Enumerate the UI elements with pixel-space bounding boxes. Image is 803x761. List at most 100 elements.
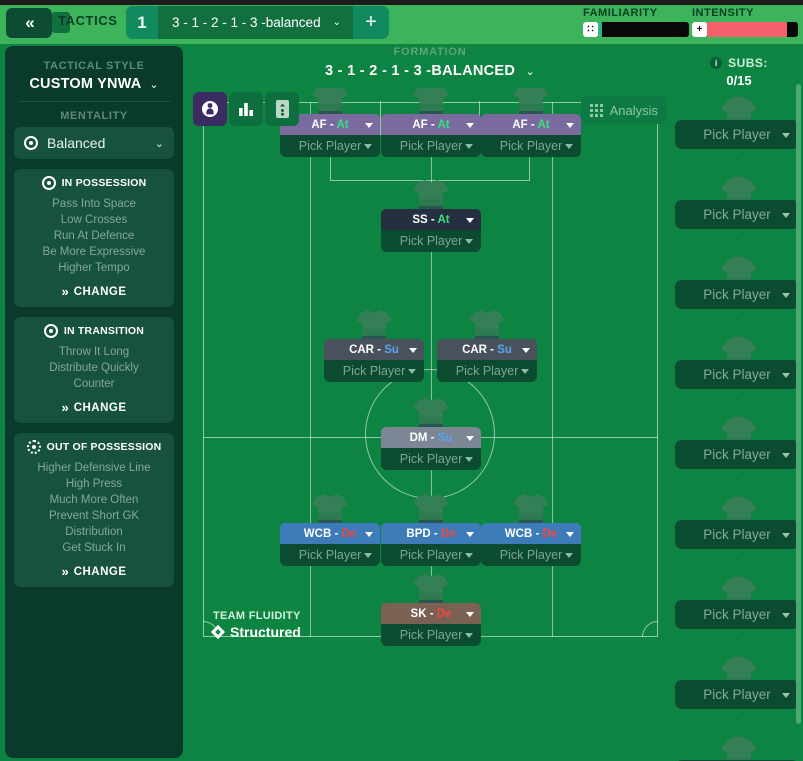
bar-chart-icon[interactable] — [229, 92, 263, 126]
diamond-icon — [210, 624, 226, 640]
analysis-button[interactable]: Analysis — [580, 96, 667, 124]
role-dropdown[interactable]: SK - De — [381, 603, 481, 624]
role-dropdown[interactable]: DM - Su — [381, 427, 481, 448]
role-dropdown[interactable]: WCB - De — [481, 523, 581, 544]
phase-title: IN TRANSITION — [63, 325, 145, 337]
pick-player-label: Pick Player — [703, 687, 771, 702]
player-slot-sk: SK - De Pick Player — [381, 574, 481, 646]
info-icon[interactable]: i — [710, 57, 723, 69]
pitch-view-toolbar — [193, 92, 299, 126]
sub-pick-player-dropdown[interactable]: Pick Player — [675, 200, 799, 229]
tactics-sidebar: TACTICAL STYLE CUSTOM YNWA ⌄ MENTALITY B… — [5, 46, 183, 758]
pick-player-dropdown[interactable]: Pick Player — [381, 624, 481, 646]
intensity-meter: INTENSITY + — [692, 7, 798, 37]
pick-player-dropdown[interactable]: Pick Player — [481, 135, 581, 157]
mentality-dial-icon — [24, 136, 38, 150]
sub-separator: - — [735, 631, 739, 645]
pick-player-dropdown[interactable]: Pick Player — [437, 360, 537, 382]
formation-value: 3 - 1 - 2 - 1 - 3 -BALANCED — [324, 63, 516, 79]
subs-scrollbar[interactable] — [796, 84, 801, 724]
shirt-icon — [410, 88, 452, 118]
pick-player-dropdown[interactable]: Pick Player — [481, 544, 581, 566]
role-dropdown[interactable]: WCB - De — [280, 523, 380, 544]
chevron-down-icon — [409, 347, 417, 353]
pick-player-dropdown[interactable]: Pick Player — [324, 360, 424, 382]
chevron-down-icon: ⌄ — [149, 78, 159, 91]
tactic-number-button[interactable]: 1 — [126, 6, 158, 39]
chevron-down-icon — [465, 239, 473, 244]
phase-header: IN POSSESSION — [20, 176, 168, 190]
window-strip — [0, 0, 803, 5]
pick-player-label: Pick Player — [399, 234, 463, 248]
subs-slot-list: Pick Player - Pick Player - Pick Player - Pick… — [675, 94, 803, 761]
role-dropdown[interactable]: AF - At — [481, 114, 581, 135]
role-duty: Su — [497, 343, 512, 356]
sub-slot: Pick Player - — [675, 414, 803, 494]
role-code: DM — [409, 431, 428, 444]
formation-dropdown[interactable]: 3 - 1 - 2 - 1 - 3 -BALANCED ⌄ — [185, 63, 675, 79]
chevron-down-icon: ⌄ — [332, 17, 341, 28]
pick-player-dropdown[interactable]: Pick Player — [381, 135, 481, 157]
mentality-dropdown[interactable]: Balanced ⌄ — [14, 127, 174, 159]
instruction-item: Get Stuck In — [62, 542, 126, 554]
pick-player-label: Pick Player — [499, 139, 563, 153]
sub-pick-player-dropdown[interactable]: Pick Player — [675, 680, 799, 709]
role-duty: At — [437, 213, 450, 226]
intensity-track[interactable]: + — [692, 22, 798, 37]
back-button[interactable]: « — [6, 8, 52, 38]
sub-pick-player-dropdown[interactable]: Pick Player — [675, 120, 799, 149]
pick-player-dropdown[interactable]: Pick Player — [280, 544, 380, 566]
role-dropdown[interactable]: BPD - De — [381, 523, 481, 544]
intensity-fill — [707, 22, 788, 37]
pick-player-dropdown[interactable]: Pick Player — [280, 135, 380, 157]
shirt-icon — [510, 493, 552, 527]
add-tactic-button[interactable]: + — [352, 6, 389, 39]
football-icon — [41, 176, 56, 190]
intensity-badge: + — [692, 22, 707, 37]
sub-pick-player-dropdown[interactable]: Pick Player — [675, 280, 799, 309]
familiarity-track[interactable]: ∷ — [583, 22, 689, 37]
pick-player-label: Pick Player — [703, 127, 771, 142]
role-code: SK — [410, 607, 427, 620]
phase-card-in-possession: IN POSSESSION Pass Into Space Low Crosses R… — [14, 169, 174, 307]
chevron-down-icon — [365, 122, 373, 128]
role-dropdown[interactable]: CAR - Su — [324, 339, 424, 360]
role-duty: At — [437, 118, 450, 131]
role-dropdown[interactable]: CAR - Su — [437, 339, 537, 360]
role-dropdown[interactable]: AF - At — [280, 114, 380, 135]
role-duty: At — [336, 118, 349, 131]
sub-slot: Pick Player - — [675, 254, 803, 334]
role-dropdown[interactable]: SS - At — [381, 209, 481, 230]
role-duty: Su — [437, 431, 453, 444]
pick-player-dropdown[interactable]: Pick Player — [381, 230, 481, 252]
sub-separator: - — [735, 311, 739, 325]
change-button[interactable]: » CHANGE — [20, 400, 168, 415]
chevron-down-icon — [408, 369, 416, 374]
pitch-grid-line — [552, 102, 553, 637]
chevron-right-icon: » — [61, 284, 68, 299]
sub-slot: Pick Player - — [675, 494, 803, 574]
tactical-style-dropdown[interactable]: CUSTOM YNWA ⌄ — [14, 76, 174, 92]
sub-pick-player-dropdown[interactable]: Pick Player — [675, 600, 799, 629]
tactic-name-dropdown[interactable]: 3 - 1 - 2 - 1 - 3 -balanced ⌄ — [158, 6, 353, 39]
sub-pick-player-dropdown[interactable]: Pick Player — [675, 520, 799, 549]
instruction-item: High Press — [65, 478, 123, 490]
change-button[interactable]: » CHANGE — [20, 564, 168, 579]
pick-player-label: Pick Player — [703, 207, 771, 222]
chevron-down-icon — [782, 292, 790, 298]
swap-arrows-icon[interactable] — [265, 92, 299, 126]
role-duty: De — [542, 527, 558, 540]
grid-icon — [589, 103, 603, 117]
role-dropdown[interactable]: AF - At — [381, 114, 481, 135]
change-button[interactable]: » CHANGE — [20, 284, 168, 299]
pick-player-dropdown[interactable]: Pick Player — [381, 544, 481, 566]
familiarity-meter: FAMILIARITY ∷ — [583, 7, 689, 37]
mentality-value: Balanced — [47, 135, 106, 151]
player-view-icon[interactable] — [193, 92, 227, 126]
instruction-item: Low Crosses — [60, 214, 128, 226]
familiarity-label: FAMILIARITY — [583, 7, 658, 19]
sub-pick-player-dropdown[interactable]: Pick Player — [675, 440, 799, 469]
pick-player-dropdown[interactable]: Pick Player — [381, 448, 481, 470]
sub-pick-player-dropdown[interactable]: Pick Player — [675, 360, 799, 389]
sub-slot: Pick Player - — [675, 654, 803, 734]
